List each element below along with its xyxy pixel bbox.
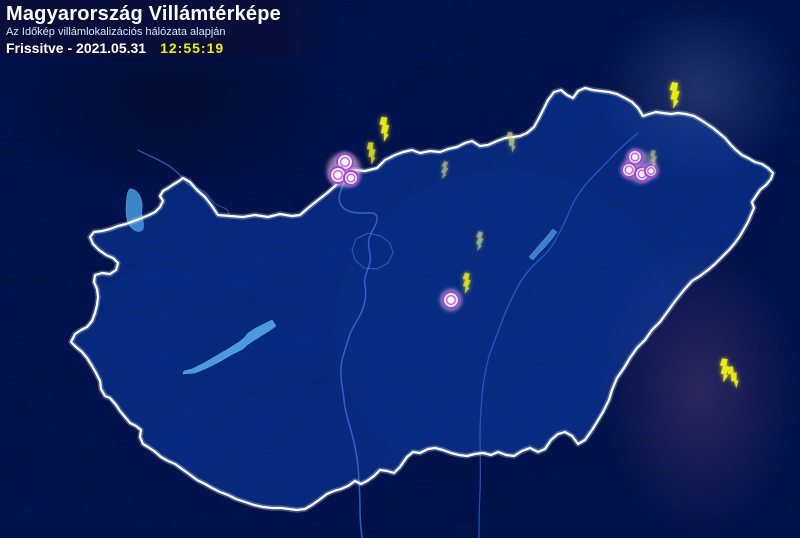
strike-ring-icon [627, 149, 643, 165]
strike-ring-layer [329, 149, 658, 309]
lake-tisza [528, 228, 558, 261]
lake-balaton [182, 319, 277, 375]
river-danube-upstream [137, 149, 184, 179]
map-header: Magyarország Villámtérképe Az Időkép vil… [0, 0, 336, 57]
map-subtitle: Az Időkép villámlokalizációs hálózata al… [6, 26, 226, 38]
strike-ring-icon [343, 170, 359, 186]
strike-ring-icon [329, 166, 347, 184]
river-danube [338, 177, 378, 538]
great-plain-smooth [335, 170, 675, 490]
rivers [137, 132, 639, 538]
strike-ring-icon [621, 162, 637, 178]
strike-ring-icon [336, 153, 354, 171]
updated-label: Frissitve - 2021.05.31 [6, 40, 147, 56]
river-tisza [478, 132, 639, 538]
budapest-boundary [351, 232, 394, 270]
updated-time: 12:55:19 [160, 40, 225, 56]
updated-row: Frissitve - 2021.05.31 12:55:19 [6, 40, 336, 57]
strike-ring-icon [644, 164, 658, 178]
page-title: Magyarország Villámtérképe [6, 3, 281, 25]
strike-ring-icon [442, 291, 460, 309]
